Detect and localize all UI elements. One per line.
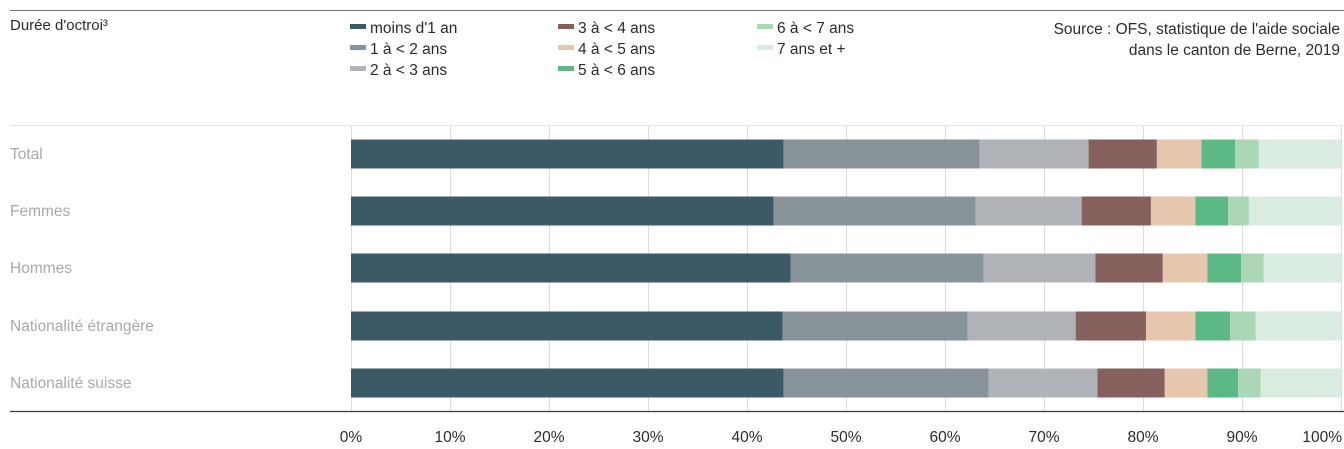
bar-segment — [1195, 196, 1229, 226]
bar-segment — [1228, 196, 1249, 226]
x-tick-label: 80% — [1127, 429, 1158, 446]
bar-segment — [351, 253, 791, 283]
legend-label-2: 2 à < 3 ans — [370, 62, 448, 79]
legend-item-6: 6 à < 7 ans — [757, 19, 854, 39]
x-tick-label: 30% — [632, 429, 663, 446]
chart-title: Durée d'octroi³ — [10, 17, 108, 34]
x-tick-label: 70% — [1028, 429, 1059, 446]
legend-swatch-5 — [558, 66, 574, 72]
bar-segment — [1238, 368, 1261, 398]
x-tick-label: 0% — [340, 429, 363, 446]
legend-label-3: 3 à < 4 ans — [578, 20, 656, 37]
bar-segment — [1235, 139, 1259, 169]
legend-swatch-4 — [558, 45, 574, 51]
legend-item-4: 4 à < 5 ans — [558, 40, 655, 60]
bar-segment — [1164, 368, 1208, 398]
bar-segment — [783, 368, 989, 398]
bar-segment — [1258, 139, 1341, 169]
bar-segment — [1095, 253, 1163, 283]
bar-segment — [1230, 311, 1256, 341]
source-line-2: dans le canton de Berne, 2019 — [1128, 42, 1340, 59]
category-label: Nationalité étrangère — [10, 318, 154, 335]
source-line-1: Source : OFS, statistique de l'aide soci… — [1053, 21, 1340, 38]
x-tick-label: 40% — [731, 429, 762, 446]
legend-swatch-0 — [350, 24, 366, 30]
legend-item-5: 5 à < 6 ans — [558, 61, 655, 81]
x-tick-label: 10% — [434, 429, 465, 446]
bar-segment — [1201, 139, 1236, 169]
legend-swatch-6 — [757, 24, 773, 30]
source-note: Source : OFS, statistique de l'aide soci… — [1054, 19, 1340, 61]
legend-item-3: 3 à < 4 ans — [558, 19, 655, 39]
legend-swatch-2 — [350, 66, 366, 72]
bar-segment — [351, 196, 774, 226]
legend-label-4: 4 à < 5 ans — [578, 41, 656, 58]
legend-label-0: moins d'1 an — [370, 20, 458, 37]
bar-segment — [1207, 368, 1239, 398]
bar-segment — [351, 368, 784, 398]
bar-segment — [983, 253, 1096, 283]
legend-swatch-1 — [350, 45, 366, 51]
legend-label-7: 7 ans et + — [777, 41, 846, 58]
x-tick-label: 50% — [830, 429, 861, 446]
bar-segment — [351, 311, 783, 341]
bar-segment — [979, 139, 1089, 169]
bar-segment — [1075, 311, 1146, 341]
x-tick-label: 60% — [929, 429, 960, 446]
top-divider — [10, 10, 1344, 11]
legend-item-2: 2 à < 3 ans — [350, 61, 447, 81]
bar-segment — [1156, 139, 1202, 169]
category-label: Hommes — [10, 260, 72, 277]
bar-segment — [1145, 311, 1196, 341]
bar-segment — [351, 139, 784, 169]
bar-segment — [1088, 139, 1157, 169]
legend-item-7: 7 ans et + — [757, 40, 846, 60]
legend-item-0: moins d'1 an — [350, 19, 457, 39]
legend-swatch-3 — [558, 24, 574, 30]
bar-segment — [773, 196, 976, 226]
bar-segment — [1150, 196, 1196, 226]
bar-segment — [1081, 196, 1151, 226]
x-tick-label: 90% — [1226, 429, 1257, 446]
category-label: Total — [10, 146, 43, 163]
bar-segment — [1207, 253, 1242, 283]
bar-segment — [782, 311, 968, 341]
legend-label-6: 6 à < 7 ans — [777, 20, 855, 37]
bar-segment — [1162, 253, 1208, 283]
bar-segment — [967, 311, 1076, 341]
category-label: Femmes — [10, 203, 71, 220]
bar-segment — [988, 368, 1098, 398]
legend-item-1: 1 à < 2 ans — [350, 40, 447, 60]
legend-label-1: 1 à < 2 ans — [370, 41, 448, 58]
bar-segment — [1260, 368, 1341, 398]
x-tick-label: 100% — [1302, 429, 1342, 446]
bar-segment — [1255, 311, 1341, 341]
legend-swatch-7 — [757, 45, 773, 51]
category-label: Nationalité suisse — [10, 375, 131, 392]
bar-segment — [1097, 368, 1165, 398]
bar-segment — [790, 253, 984, 283]
bar-segment — [1263, 253, 1341, 283]
bar-segment — [975, 196, 1082, 226]
bar-segment — [783, 139, 980, 169]
bar-segment — [1248, 196, 1341, 226]
bar-segment — [1241, 253, 1264, 283]
x-tick-label: 20% — [533, 429, 564, 446]
bar-segment — [1195, 311, 1231, 341]
legend-label-5: 5 à < 6 ans — [578, 62, 656, 79]
